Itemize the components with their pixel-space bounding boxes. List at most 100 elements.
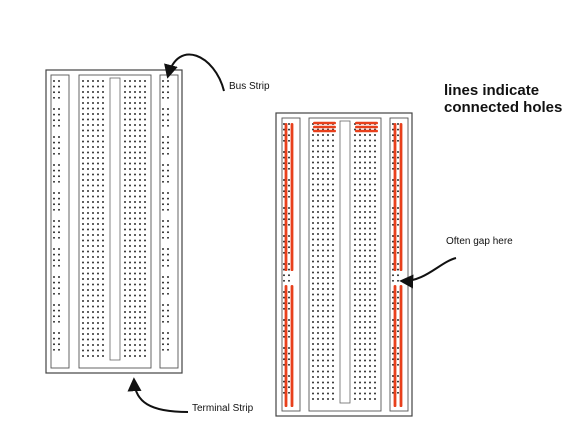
connection-lines <box>284 121 403 407</box>
hole <box>97 168 99 170</box>
hole <box>374 381 376 384</box>
hole <box>139 239 141 242</box>
hole <box>58 180 60 183</box>
hole <box>322 271 324 274</box>
hole <box>288 386 290 389</box>
hole <box>162 91 164 94</box>
hole <box>364 139 366 142</box>
hole <box>82 250 84 253</box>
hole <box>354 172 356 175</box>
hole <box>87 349 89 352</box>
hole <box>97 316 99 319</box>
hole <box>322 134 324 136</box>
hole <box>317 381 319 384</box>
hole <box>392 319 394 321</box>
hole <box>359 266 361 268</box>
hole <box>332 299 334 301</box>
hole <box>359 387 361 389</box>
hole <box>327 392 329 395</box>
hole <box>317 326 319 329</box>
hole <box>167 197 169 200</box>
hole <box>364 348 366 351</box>
hole <box>134 267 136 269</box>
hole <box>354 326 356 329</box>
hole <box>392 167 394 170</box>
hole <box>82 118 84 121</box>
hole <box>327 288 329 290</box>
left-bus-strip-left <box>50 74 70 369</box>
hole <box>82 256 84 258</box>
hole <box>374 282 376 285</box>
hole <box>124 267 126 269</box>
bus-connection-line <box>290 285 294 407</box>
hole <box>374 315 376 318</box>
hole <box>162 264 164 267</box>
hole <box>369 321 371 323</box>
hole <box>364 293 366 296</box>
hole <box>102 184 104 187</box>
hole <box>129 146 131 148</box>
hole <box>129 135 131 137</box>
hole <box>162 85 164 88</box>
hole <box>162 309 164 312</box>
hole <box>124 311 126 313</box>
hole <box>129 305 131 308</box>
hole <box>317 392 319 395</box>
hole <box>283 274 285 277</box>
hole <box>364 282 366 285</box>
hole <box>327 315 329 318</box>
hole <box>364 200 366 202</box>
hole <box>92 305 94 308</box>
hole <box>322 370 324 373</box>
hole <box>58 119 60 122</box>
hole <box>82 190 84 192</box>
hole <box>102 146 104 148</box>
hole <box>359 282 361 285</box>
hole <box>134 118 136 121</box>
hole <box>102 206 104 209</box>
hole <box>87 157 89 159</box>
hole <box>82 80 84 82</box>
hole <box>92 355 94 357</box>
hole <box>139 85 141 88</box>
hole <box>317 205 319 208</box>
hole <box>369 189 371 191</box>
left-board-holes <box>53 80 169 357</box>
hole <box>288 179 290 181</box>
hole <box>288 212 290 215</box>
terminal-row-line <box>313 121 336 125</box>
hole <box>82 349 84 352</box>
hole <box>134 206 136 209</box>
hole <box>332 139 334 142</box>
hole <box>283 179 285 181</box>
hole <box>359 167 361 169</box>
hole <box>82 245 84 247</box>
hole <box>162 108 164 110</box>
hole <box>332 398 334 400</box>
hole <box>124 256 126 258</box>
hole <box>167 169 169 172</box>
hole <box>397 274 399 277</box>
hole <box>283 391 285 394</box>
hole <box>312 266 314 268</box>
hole <box>312 271 314 274</box>
hole <box>134 327 136 330</box>
hole <box>354 343 356 345</box>
hole <box>332 227 334 230</box>
hole <box>102 283 104 286</box>
hole <box>359 326 361 329</box>
hole <box>312 233 314 235</box>
hole <box>134 217 136 220</box>
terminal-strip-label: Terminal Strip <box>192 403 254 414</box>
hole <box>369 304 371 307</box>
hole <box>392 134 394 137</box>
hole <box>359 304 361 307</box>
hole <box>134 195 136 198</box>
hole <box>124 91 126 93</box>
hole <box>359 156 361 158</box>
hole <box>139 333 141 335</box>
hole <box>327 332 329 334</box>
hole <box>162 348 164 351</box>
hole <box>283 263 285 265</box>
hole <box>374 293 376 296</box>
